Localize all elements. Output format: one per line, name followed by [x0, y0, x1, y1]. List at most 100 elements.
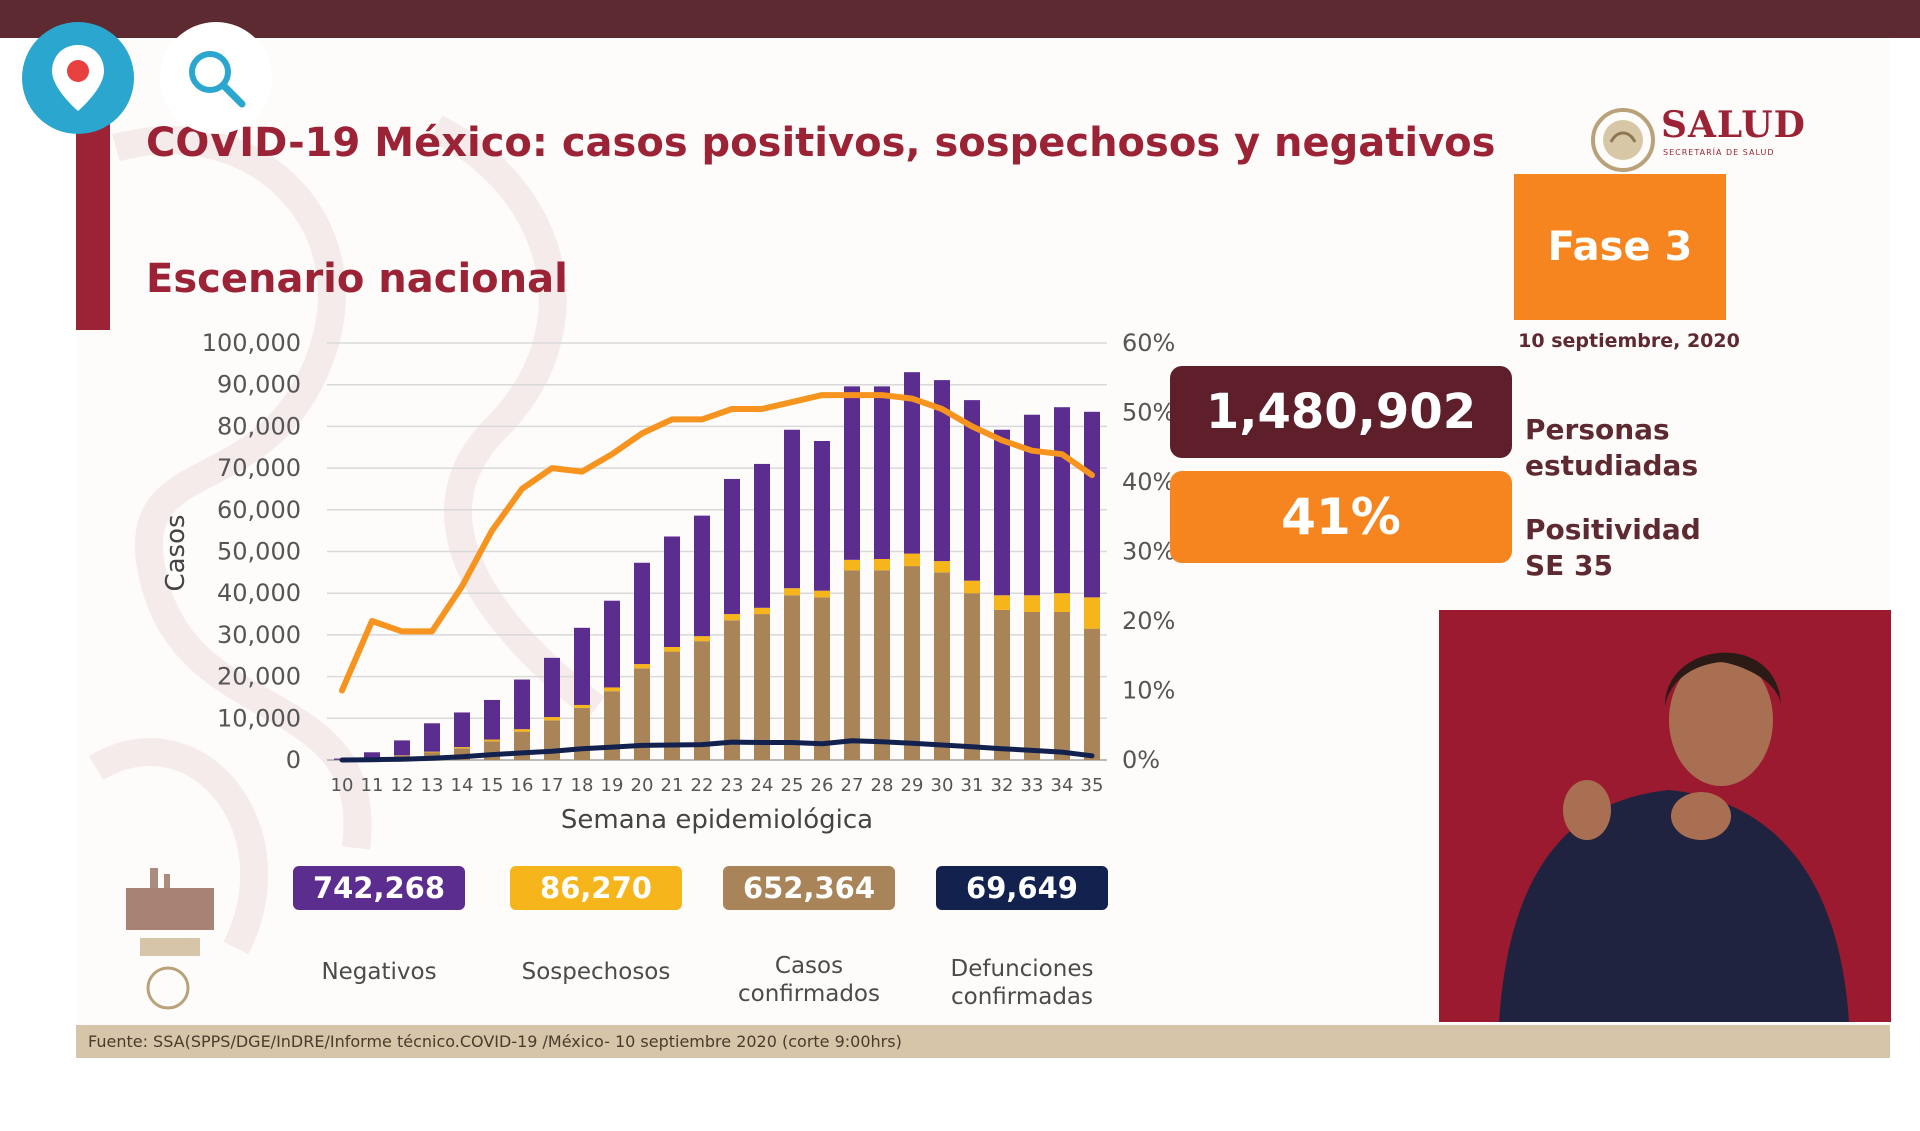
bar-negativos [364, 752, 380, 759]
bar-negativos [544, 657, 560, 718]
bar-sospechosos [574, 704, 590, 708]
slide-title: COVID-19 México: casos positivos, sospec… [146, 120, 1496, 166]
line-defunciones [339, 738, 1095, 763]
bar-negativos [844, 386, 860, 560]
bar-negativos [994, 429, 1010, 596]
bar-negativos [394, 740, 410, 756]
bar-negativos [664, 536, 680, 647]
y-tick-label: 90,000 [217, 371, 301, 399]
y-tick-label: 60,000 [217, 496, 301, 524]
x-tick-label: 26 [811, 775, 834, 796]
bar-negativos [1084, 411, 1100, 598]
source-text: Fuente: SSA(SPPS/DGE/InDRE/Informe técni… [88, 1032, 902, 1051]
y-tick-label: 70,000 [217, 454, 301, 482]
bar-sospechosos [844, 559, 860, 571]
logo-subtitle: SECRETARÍA DE SALUD [1663, 148, 1775, 157]
bar-negativos [604, 600, 620, 688]
bar-sospechosos [1024, 595, 1040, 612]
x-tick-label: 35 [1081, 775, 1104, 796]
bar-negativos [424, 723, 440, 752]
bar-casos-confirmados [934, 572, 950, 760]
search-button[interactable] [160, 22, 272, 134]
bar-negativos [484, 699, 500, 740]
interpreter-figure [1439, 610, 1891, 1022]
y2-tick-label: 50% [1122, 399, 1175, 427]
location-pin-icon [52, 45, 104, 111]
bar-casos-confirmados [1084, 628, 1100, 760]
bar-casos-confirmados [514, 731, 530, 760]
y-tick-label: 100,000 [202, 329, 301, 357]
bar-casos-confirmados [694, 641, 710, 760]
x-tick-label: 33 [1021, 775, 1044, 796]
phase-date: 10 septiembre, 2020 [1518, 330, 1740, 352]
y-axis-title: Casos [161, 514, 191, 591]
bar-sospechosos [964, 580, 980, 594]
y2-tick-label: 0% [1122, 746, 1160, 774]
bar-negativos [904, 372, 920, 554]
x-tick-label: 13 [421, 775, 444, 796]
bar-casos-confirmados [574, 707, 590, 760]
cases-chart: 0 10,000 20,000 30,000 40,000 50,000 60,000 70,… [161, 329, 1175, 835]
bar-negativos [874, 386, 890, 560]
logo-wordmark: SALUD [1661, 104, 1806, 146]
x-tick-label: 10 [331, 775, 354, 796]
bar-negativos [754, 463, 770, 608]
accent-bar [76, 118, 110, 330]
bar-sospechosos [514, 729, 530, 732]
bar-sospechosos [994, 595, 1010, 610]
bar-casos-confirmados [874, 570, 890, 760]
x-tick-label: 31 [961, 775, 984, 796]
bar-casos-confirmados [634, 668, 650, 760]
x-tick-label: 28 [871, 775, 894, 796]
bar-casos-confirmados [964, 593, 980, 760]
x-tick-label: 14 [451, 775, 474, 796]
y2-tick-label: 40% [1122, 468, 1175, 496]
bar-sospechosos [664, 646, 680, 652]
bar-casos-confirmados [724, 620, 740, 760]
bar-negativos [454, 712, 470, 748]
x-tick-label: 30 [931, 775, 954, 796]
x-tick-label: 15 [481, 775, 504, 796]
bar-sospechosos [904, 553, 920, 567]
x-tick-label: 24 [751, 775, 774, 796]
bar-negativos [964, 400, 980, 581]
bar-sospechosos [544, 717, 560, 721]
x-tick-label: 20 [631, 775, 654, 796]
y-tick-label: 10,000 [217, 704, 301, 732]
phase-badge: Fase 3 [1514, 174, 1726, 320]
deaths-label: Defunciones confirmadas [950, 956, 1094, 1010]
y2-tick-label: 30% [1122, 538, 1175, 566]
bar-sospechosos [934, 561, 950, 573]
y-tick-label: 0 [286, 746, 301, 774]
x-tick-label: 27 [841, 775, 864, 796]
people-studied-label: Personas estudiadas [1525, 413, 1699, 482]
bar-sospechosos [814, 590, 830, 598]
negatives-value: 742,268 [293, 866, 465, 910]
y-tick-label: 50,000 [217, 538, 301, 566]
bar-casos-confirmados [784, 595, 800, 760]
bar-casos-confirmados [454, 748, 470, 760]
bar-sospechosos [754, 607, 770, 615]
search-icon [189, 51, 246, 108]
bar-casos-confirmados [1054, 611, 1070, 760]
bar-negativos [784, 429, 800, 589]
x-tick-label: 32 [991, 775, 1014, 796]
slide-subtitle: Escenario nacional [146, 256, 568, 302]
bar-casos-confirmados [604, 691, 620, 760]
suspects-value: 86,270 [510, 866, 682, 910]
y2-tick-label: 10% [1122, 677, 1175, 705]
bar-casos-confirmados [844, 570, 860, 760]
bar-sospechosos [874, 559, 890, 571]
y-tick-label: 40,000 [217, 579, 301, 607]
bar-negativos [814, 440, 830, 591]
y-tick-label: 30,000 [217, 621, 301, 649]
bar-negativos [514, 679, 530, 730]
x-tick-label: 22 [691, 775, 714, 796]
bar-sospechosos [424, 751, 440, 753]
location-pin-button[interactable] [22, 22, 134, 134]
bar-casos-confirmados [664, 651, 680, 760]
bar-sospechosos [634, 664, 650, 669]
bar-sospechosos [484, 739, 500, 742]
salud-logo [1591, 108, 1655, 172]
positivity-label: Positividad SE 35 [1525, 513, 1701, 582]
